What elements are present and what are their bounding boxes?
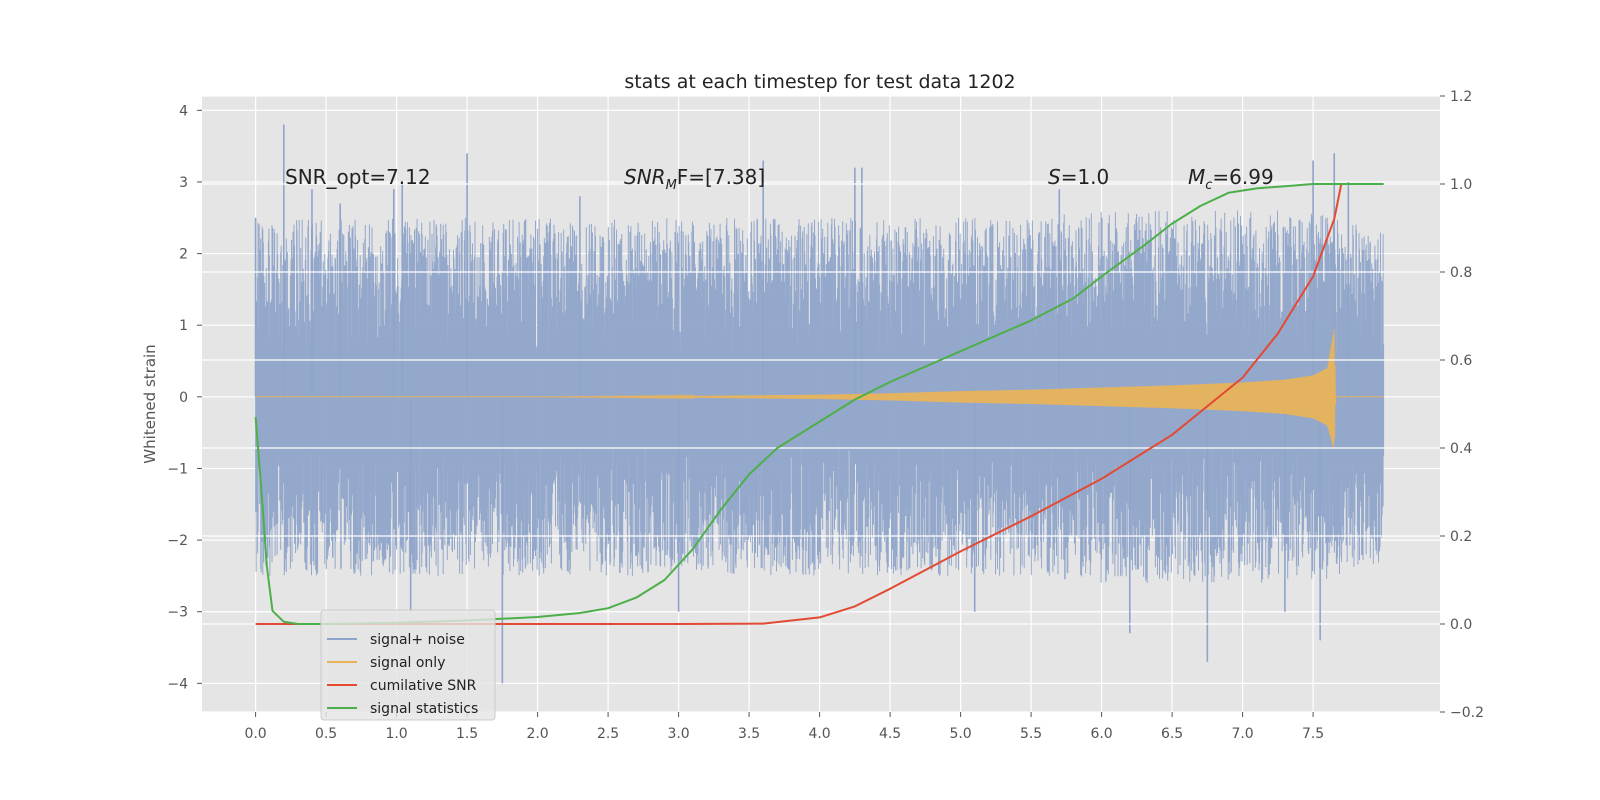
- annotation-snr-mf-rest: F=[7.38]: [677, 165, 765, 189]
- x-tick-label: 2.5: [597, 726, 619, 742]
- annotation-snr-mf-sub: M: [666, 178, 677, 193]
- signal-only-trace: [255, 329, 1384, 449]
- y-tick-label: 4: [179, 103, 188, 119]
- x-tick-label: 3.0: [667, 726, 689, 742]
- annotation-snr-opt: SNR_opt=7.12: [285, 165, 431, 189]
- annotation-mc-sub: c: [1205, 178, 1212, 193]
- y-tick-label: 0: [179, 390, 188, 406]
- y2-tick-label: 0.2: [1450, 529, 1472, 545]
- y2-tick-label: 0.0: [1450, 617, 1472, 633]
- legend-label-2: cumilative SNR: [370, 678, 477, 694]
- annotation-s-rest: =1.0: [1061, 165, 1110, 189]
- x-tick-label: 4.5: [879, 726, 901, 742]
- x-tick-label: 1.5: [456, 726, 478, 742]
- legend-label-1: signal only: [370, 655, 445, 671]
- annotation-mc: Mc=6.99: [1188, 165, 1274, 193]
- legend-label-0: signal+ noise: [370, 632, 465, 648]
- legend: signal+ noise signal only cumilative SNR…: [320, 609, 496, 721]
- y2-tick-label: 1.0: [1450, 177, 1472, 193]
- x-tick-label: 3.5: [738, 726, 760, 742]
- y-tick-label: 3: [179, 175, 188, 191]
- annotation-s-main: S: [1048, 165, 1061, 189]
- x-tick-label: 0.0: [244, 726, 266, 742]
- x-tick-label: 2.0: [526, 726, 548, 742]
- axes-ticks: 0.0 0.5 1.0 1.5 2.0 2.5 3.0 3.5 4.0 4.5 5.0 5.5 6.0 6…: [167, 89, 1484, 742]
- x-tick-label: 6.5: [1161, 726, 1183, 742]
- y-tick-label: −4: [167, 676, 188, 692]
- y-tick-label: 1: [179, 318, 188, 334]
- legend-label-3: signal statistics: [370, 701, 478, 717]
- annotation-mc-main: M: [1188, 165, 1205, 189]
- y2-tick-label: 0.6: [1450, 353, 1472, 369]
- y2-tick-label: 1.2: [1450, 89, 1472, 105]
- chart-title: stats at each timestep for test data 120…: [624, 71, 1015, 93]
- series-signal-only: [255, 329, 1384, 449]
- x-tick-label: 5.0: [949, 726, 971, 742]
- y2-tick-label: 0.8: [1450, 265, 1472, 281]
- annotation-snr-mf: SNRMF=[7.38]: [624, 165, 765, 193]
- signal-statistics-line: [254, 183, 1384, 625]
- y-tick-label: 2: [179, 247, 188, 263]
- x-tick-label: 7.5: [1302, 726, 1324, 742]
- annotation-mc-rest: =6.99: [1212, 165, 1273, 189]
- x-tick-label: 1.0: [385, 726, 407, 742]
- y-tick-label: −3: [167, 605, 188, 621]
- x-tick-label: 7.0: [1231, 726, 1253, 742]
- x-tick-label: 5.5: [1020, 726, 1042, 742]
- y-axis-label: Whitened strain: [141, 344, 159, 463]
- y-tick-label: −1: [167, 461, 188, 477]
- y-tick-label: −2: [167, 533, 188, 549]
- y2-tick-label: −0.2: [1450, 705, 1484, 721]
- annotation-s: S=1.0: [1048, 165, 1109, 189]
- x-tick-label: 6.0: [1090, 726, 1112, 742]
- x-tick-label: 0.5: [315, 726, 337, 742]
- x-tick-label: 4.0: [808, 726, 830, 742]
- annotation-snr-mf-main: SNR: [624, 165, 666, 189]
- legend-box: [320, 609, 496, 721]
- y2-tick-label: 0.4: [1450, 441, 1472, 457]
